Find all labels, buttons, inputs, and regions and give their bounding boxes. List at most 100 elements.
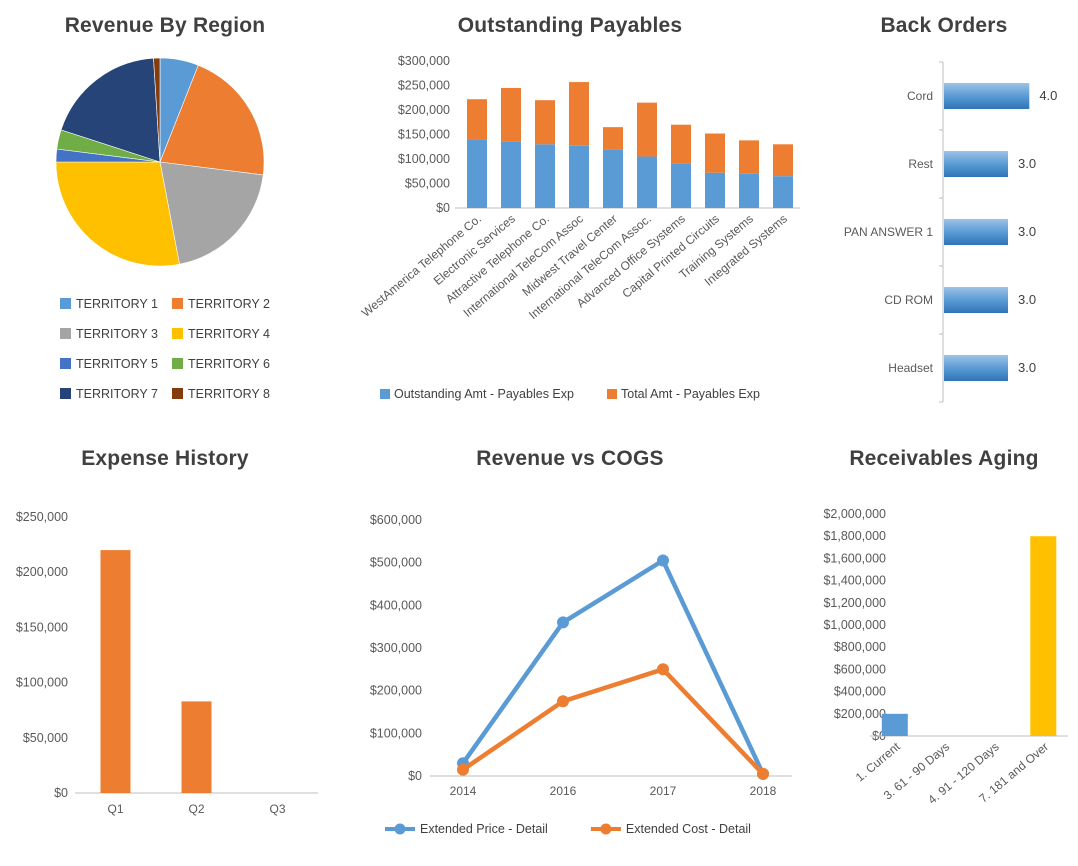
data-marker xyxy=(457,763,469,776)
value-label: 4.0 xyxy=(1039,88,1057,103)
data-marker xyxy=(657,663,669,676)
y-tick-label: $1,800,000 xyxy=(823,529,886,543)
y-tick-label: $50,000 xyxy=(405,177,450,191)
hbar-cd-rom xyxy=(944,287,1008,313)
stacked-bar-segment xyxy=(671,163,691,208)
hbar-pan-answer-1 xyxy=(944,219,1008,245)
chart-panel-revenue-vs-cogs: Revenue vs COGS $0 $100,000 $200,000 $300,0… xyxy=(330,433,810,866)
stacked-bar-segment xyxy=(467,99,487,140)
pie-slice-territory-4 xyxy=(55,161,180,267)
stacked-bar-segment xyxy=(637,102,657,157)
stacked-bar-chart-outstanding-payables: $0 $50,000 $100,000 $150,000 $200,000 $250,00… xyxy=(359,54,800,401)
y-tick-label: $0 xyxy=(436,201,450,215)
y-tick-label: $0 xyxy=(408,769,422,783)
y-tick-label: $800,000 xyxy=(834,640,886,654)
bar-q2 xyxy=(181,701,212,793)
legend-swatch xyxy=(380,389,390,399)
y-tick-label: $500,000 xyxy=(370,556,422,570)
legend-swatch xyxy=(60,298,71,309)
legend-swatch xyxy=(607,389,617,399)
legend-label: TERRITORY 6 xyxy=(188,357,270,371)
stacked-bar-segment xyxy=(603,149,623,208)
y-tick-label: $100,000 xyxy=(398,152,450,166)
y-tick-label: $600,000 xyxy=(370,513,422,527)
bar-1-current xyxy=(881,713,908,736)
data-marker xyxy=(657,554,669,567)
legend-label: TERRITORY 4 xyxy=(188,327,270,341)
category-label: CD ROM xyxy=(884,293,933,307)
stacked-bar-segment xyxy=(535,100,555,145)
category-label: 1. Current xyxy=(853,739,903,784)
pie-slice-territory-3 xyxy=(159,161,264,265)
y-tick-label: $50,000 xyxy=(23,731,68,745)
y-tick-label: $2,000,000 xyxy=(823,507,886,521)
legend-label: TERRITORY 8 xyxy=(188,387,270,401)
x-axis-label: 2017 xyxy=(650,784,677,798)
bar-chart-receivables-aging: $0$200,000$400,000$600,000$800,000$1,000… xyxy=(823,507,1068,807)
data-marker xyxy=(557,616,569,629)
category-label: Q2 xyxy=(188,802,204,816)
y-tick-label: $1,000,000 xyxy=(823,618,886,632)
value-label: 3.0 xyxy=(1018,292,1036,307)
y-tick-label: $200,000 xyxy=(834,707,886,721)
chart-title-expense-history: Expense History xyxy=(81,447,249,470)
chart-title-outstanding-payables: Outstanding Payables xyxy=(457,14,683,37)
legend-label: Outstanding Amt - Payables Exp xyxy=(394,387,574,401)
chart-panel-back-orders: Back Orders Cord 4.0 Rest 3.0 PAN ANSWER 1 3.… xyxy=(810,0,1078,433)
y-tick-label: $250,000 xyxy=(398,79,450,93)
y-tick-label: $250,000 xyxy=(16,510,68,524)
category-label: PAN ANSWER 1 xyxy=(844,225,933,239)
chart-title-receivables-aging: Receivables Aging xyxy=(849,447,1039,470)
horizontal-bar-chart-back-orders: Cord 4.0 Rest 3.0 PAN ANSWER 1 3.0 CD ROM 3.0 He… xyxy=(844,61,1057,403)
y-tick-label: $100,000 xyxy=(370,726,422,740)
stacked-bar-segment xyxy=(467,139,487,208)
stacked-bar-segment xyxy=(569,145,589,208)
stacked-bar-segment xyxy=(535,144,555,208)
stacked-bar-segment xyxy=(705,133,725,173)
value-label: 3.0 xyxy=(1018,360,1036,375)
stacked-bar-segment xyxy=(603,127,623,150)
chart-title-revenue-vs-cogs: Revenue vs COGS xyxy=(476,447,664,470)
chart-panel-expense-history: Expense History $0 $50,000 $100,000 $150,00… xyxy=(0,433,330,866)
y-tick-label: $150,000 xyxy=(398,128,450,142)
category-label: Headset xyxy=(888,361,933,375)
legend-label: TERRITORY 3 xyxy=(76,327,158,341)
y-tick-label: $0 xyxy=(54,786,68,800)
y-tick-label: $1,400,000 xyxy=(823,574,886,588)
y-tick-label: $400,000 xyxy=(834,685,886,699)
category-label: Q1 xyxy=(107,802,123,816)
legend-marker xyxy=(394,823,406,835)
stacked-bar-segment xyxy=(773,176,793,208)
legend-label: TERRITORY 2 xyxy=(188,297,270,311)
line-chart-revenue-vs-cogs: $0 $100,000 $200,000 $300,000 $400,000 $500,0… xyxy=(370,513,792,836)
pie-chart-revenue-by-region: TERRITORY 1 TERRITORY 2 TERRITORY 3 TERRITO… xyxy=(55,57,270,401)
y-tick-label: $400,000 xyxy=(370,598,422,612)
stacked-bar-segment xyxy=(773,144,793,177)
data-marker xyxy=(557,695,569,708)
chart-panel-outstanding-payables: Outstanding Payables $0 $50,000 $100,000 $1… xyxy=(330,0,810,433)
line-extended-price-detail xyxy=(460,558,766,777)
pie-slice-territory-2 xyxy=(159,64,265,176)
legend-swatch xyxy=(172,298,183,309)
x-axis-label: 2018 xyxy=(750,784,777,798)
hbar-cord xyxy=(944,83,1030,109)
x-axis-label: 2014 xyxy=(450,784,477,798)
legend-marker xyxy=(600,823,612,835)
stacked-bar-segment xyxy=(569,82,589,146)
category-label: Cord xyxy=(907,89,933,103)
y-tick-label: $1,200,000 xyxy=(823,596,886,610)
line-extended-cost-detail xyxy=(460,667,766,777)
y-tick-label: $200,000 xyxy=(398,103,450,117)
y-tick-label: $100,000 xyxy=(16,676,68,690)
chart-title-revenue-by-region: Revenue By Region xyxy=(64,14,266,37)
stacked-bar-segment xyxy=(739,140,759,174)
chart-title-back-orders: Back Orders xyxy=(880,14,1008,37)
legend-label: Extended Cost - Detail xyxy=(626,822,751,836)
value-label: 3.0 xyxy=(1018,224,1036,239)
chart-panel-receivables-aging: Receivables Aging $0 $200,000 $400,000 $600… xyxy=(810,433,1078,866)
stacked-bar-segment xyxy=(671,124,691,164)
pie-slice-territory-8 xyxy=(153,57,161,163)
data-marker xyxy=(757,767,769,780)
legend-swatch xyxy=(60,358,71,369)
